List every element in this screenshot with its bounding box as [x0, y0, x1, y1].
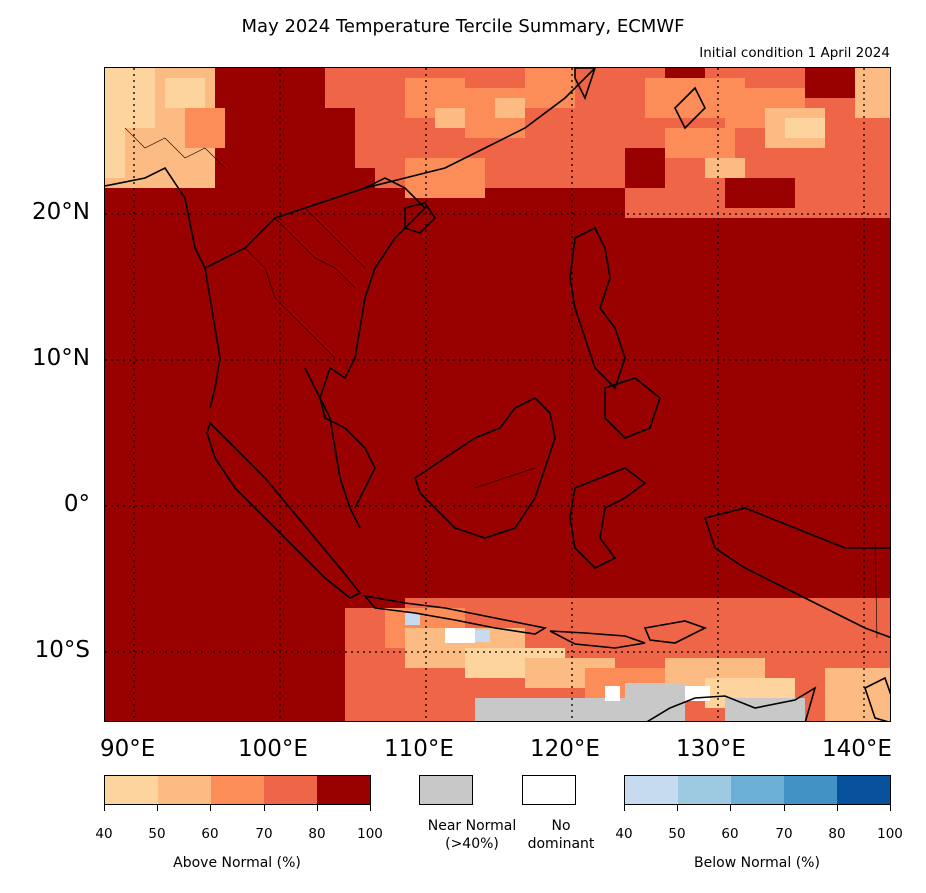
below-tick-100: 100	[877, 826, 903, 842]
map-canvas	[105, 68, 890, 721]
lon-label-130e: 130°E	[676, 736, 746, 762]
map-title: May 2024 Temperature Tercile Summary, EC…	[241, 16, 685, 37]
below-tick-80: 80	[828, 826, 846, 842]
above-tick-50: 50	[148, 826, 166, 842]
above-70-swatch	[264, 776, 317, 804]
below-normal-title: Below Normal (%)	[694, 855, 820, 871]
above-tick-70: 70	[255, 826, 273, 842]
lon-label-110e: 110°E	[384, 736, 454, 762]
below-50-swatch	[678, 776, 731, 804]
lat-label-10n: 10°N	[32, 345, 90, 371]
no-dominant-label: No dominant	[527, 818, 595, 852]
below-normal-colorbar	[624, 775, 891, 805]
lat-label-10s: 10°S	[34, 637, 90, 663]
map-panel	[104, 67, 891, 722]
lat-label-0: 0°	[63, 491, 90, 517]
below-tick-70: 70	[775, 826, 793, 842]
near-normal-label: Near Normal (>40%)	[427, 818, 517, 852]
south-warm-patches	[105, 588, 890, 721]
below-tick-50: 50	[668, 826, 686, 842]
no-dominant-swatch	[522, 775, 576, 805]
coastlines	[105, 68, 890, 721]
north-warm-patches	[105, 68, 625, 198]
above-80-swatch	[317, 776, 370, 804]
below-60-swatch	[731, 776, 784, 804]
below-80-swatch	[837, 776, 890, 804]
country-borders	[124, 127, 878, 639]
above-tick-60: 60	[201, 826, 219, 842]
east-warm-patches	[625, 68, 890, 218]
map-subtitle: Initial condition 1 April 2024	[699, 45, 890, 61]
above-tick-100: 100	[357, 826, 383, 842]
near-normal-swatch	[419, 775, 473, 805]
below-tick-40: 40	[615, 826, 633, 842]
above-60-swatch	[211, 776, 264, 804]
lon-label-100e: 100°E	[238, 736, 308, 762]
lat-label-20n: 20°N	[32, 199, 90, 225]
above-tick-40: 40	[95, 826, 113, 842]
below-70-swatch	[784, 776, 837, 804]
above-normal-title: Above Normal (%)	[173, 855, 301, 871]
above-40-swatch	[105, 776, 158, 804]
above-normal-colorbar	[104, 775, 371, 805]
below-tick-60: 60	[721, 826, 739, 842]
below-40-swatch	[625, 776, 678, 804]
lon-label-90e: 90°E	[100, 736, 156, 762]
lon-label-120e: 120°E	[530, 736, 600, 762]
gridlines	[105, 68, 890, 721]
above-50-swatch	[158, 776, 211, 804]
lon-label-140e: 140°E	[822, 736, 892, 762]
above-tick-80: 80	[308, 826, 326, 842]
